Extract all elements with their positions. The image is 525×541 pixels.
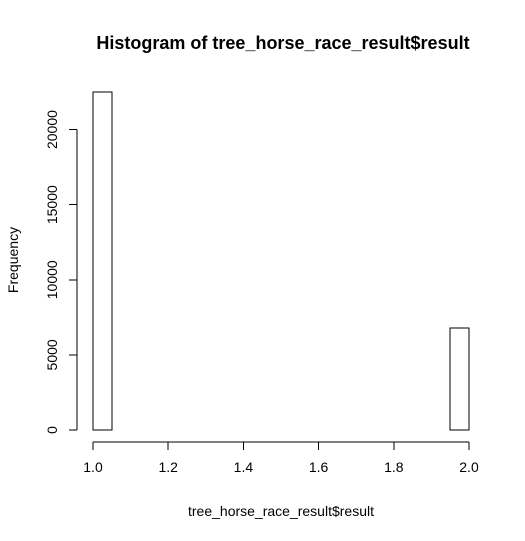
y-tick-label: 10000 — [44, 260, 60, 299]
x-tick-label: 2.0 — [459, 459, 479, 475]
y-tick-label: 5000 — [44, 339, 60, 370]
x-axis-title: tree_horse_race_result$result — [188, 503, 374, 519]
x-tick-label: 1.2 — [158, 459, 178, 475]
x-tick-label: 1.4 — [234, 459, 254, 475]
chart-title: Histogram of tree_horse_race_result$resu… — [96, 33, 469, 53]
y-tick-label: 20000 — [44, 110, 60, 149]
x-axis: 1.0 1.2 1.4 1.6 1.8 2.0 — [83, 441, 479, 475]
y-tick-label: 15000 — [44, 185, 60, 224]
x-tick-label: 1.6 — [309, 459, 329, 475]
y-tick-label: 0 — [44, 426, 60, 434]
histogram-bar — [92, 91, 113, 431]
histogram-bars — [92, 91, 470, 431]
histogram-bar — [449, 327, 470, 431]
x-tick-label: 1.8 — [384, 459, 404, 475]
y-axis-title: Frequency — [5, 227, 21, 293]
y-axis: 0 5000 10000 15000 20000 — [44, 110, 78, 434]
x-tick-label: 1.0 — [83, 459, 103, 475]
